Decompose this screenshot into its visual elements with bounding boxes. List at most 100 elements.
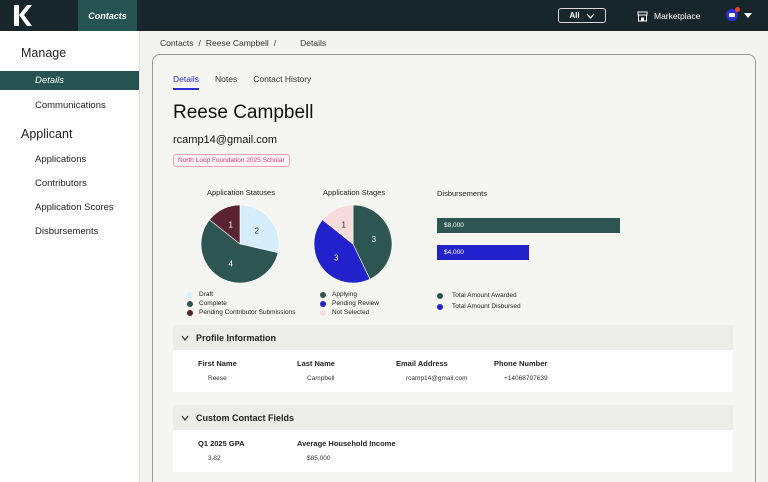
pie-slice-label: 3 bbox=[372, 235, 377, 244]
chevron-down-icon bbox=[181, 335, 189, 341]
field-value-email: rcamp14@gmail.com bbox=[406, 375, 468, 382]
profile-section-header[interactable]: Profile Information bbox=[173, 325, 733, 350]
legend-item: Total Amount Disbursed bbox=[437, 301, 521, 312]
custom-fields-section-title: Custom Contact Fields bbox=[196, 412, 295, 423]
pie-slice-label: 2 bbox=[255, 227, 260, 236]
field-label-phone: Phone Number bbox=[494, 359, 548, 368]
legend-label-pending-review: Pending Review bbox=[332, 300, 379, 307]
custom-fields-section-body: Q1 2025 GPA 3.82 Average Household Incom… bbox=[173, 430, 733, 472]
field-label-email: Email Address bbox=[396, 359, 448, 368]
contact-card: Details Notes Contact History Reese Camp… bbox=[152, 54, 756, 482]
legend-item: Complete bbox=[187, 299, 295, 308]
scholar-badge: North Loop Foundation 2025 Scholar bbox=[173, 154, 290, 167]
sidebar-item-contributors[interactable]: Contributors bbox=[35, 178, 87, 189]
legend-statuses: Draft Complete Pending Contributor Submi… bbox=[187, 290, 295, 317]
legend-item: Pending Review bbox=[320, 299, 379, 308]
legend-swatch-disbursed bbox=[437, 303, 443, 310]
tab-contact-history[interactable]: Contact History bbox=[253, 74, 312, 84]
chart-title-stages: Application Stages bbox=[323, 188, 386, 197]
legend-item: Total Amount Awarded bbox=[437, 290, 521, 301]
sidebar: Manage Details Communications Applicant … bbox=[0, 31, 140, 482]
contact-email: rcamp14@gmail.com bbox=[173, 134, 278, 146]
pie-slice-draft bbox=[239, 204, 280, 254]
pie-slice-label: 1 bbox=[228, 221, 233, 230]
pie-slice-not-selected bbox=[322, 204, 354, 245]
legend-label-applying: Applying bbox=[332, 291, 357, 298]
pie-slice-label: 4 bbox=[228, 259, 233, 268]
legend-label-awarded: Total Amount Awarded bbox=[452, 292, 517, 299]
field-value-last-name: Campbell bbox=[307, 375, 335, 382]
breadcrumb: Contacts / Reese Campbell / Details bbox=[160, 38, 326, 48]
breadcrumb-separator: / bbox=[198, 38, 201, 48]
field-value-gpa: 3.82 bbox=[208, 455, 221, 462]
nav-tab-contacts[interactable]: Contacts bbox=[78, 0, 137, 31]
profile-section-title: Profile Information bbox=[196, 332, 277, 343]
tab-notes[interactable]: Notes bbox=[214, 74, 238, 84]
legend-swatch-draft bbox=[187, 291, 193, 298]
sidebar-item-application-scores[interactable]: Application Scores bbox=[35, 202, 114, 213]
caret-down-icon bbox=[744, 12, 752, 18]
legend-swatch-pending bbox=[187, 309, 193, 316]
breadcrumb-contacts[interactable]: Contacts bbox=[160, 38, 194, 48]
legend-swatch-complete bbox=[187, 300, 193, 307]
bar-label-awarded: $8,000 bbox=[444, 222, 464, 229]
main-content: Contacts / Reese Campbell / Details Deta… bbox=[140, 31, 768, 482]
field-value-first-name: Reese bbox=[208, 375, 227, 382]
field-value-household-income: $85,000 bbox=[307, 455, 331, 462]
legend-label-draft: Draft bbox=[199, 291, 214, 298]
app-logo-icon[interactable] bbox=[14, 5, 32, 26]
legend-disbursements: Total Amount Awarded Total Amount Disbur… bbox=[437, 290, 521, 312]
pie-slice-applying bbox=[352, 204, 393, 280]
legend-label-disbursed: Total Amount Disbursed bbox=[452, 303, 521, 310]
top-bar: Contacts All Marketplace bbox=[0, 0, 768, 31]
storefront-icon bbox=[637, 11, 648, 21]
user-avatar-icon bbox=[726, 7, 740, 21]
contact-name: Reese Campbell bbox=[173, 102, 314, 123]
legend-swatch-applying bbox=[320, 291, 326, 298]
profile-section: Profile Information First Name Reese Las… bbox=[173, 325, 733, 392]
pie-slice-label: 3 bbox=[334, 253, 339, 262]
custom-fields-section: Custom Contact Fields Q1 2025 GPA 3.82 A… bbox=[173, 405, 733, 472]
pie-slice-pending-review bbox=[313, 219, 371, 284]
legend-label-complete: Complete bbox=[199, 300, 227, 307]
pie-chart-stages: 3 3 1 bbox=[313, 204, 393, 284]
legend-swatch-awarded bbox=[437, 292, 443, 299]
legend-item: Pending Contributor Submissions bbox=[187, 308, 295, 317]
scope-select-label: All bbox=[569, 11, 580, 20]
chart-title-statuses: Application Statuses bbox=[207, 188, 275, 197]
field-label-household-income: Average Household Income bbox=[297, 439, 396, 448]
sidebar-heading-applicant: Applicant bbox=[21, 127, 73, 141]
legend-stages: Applying Pending Review Not Selected bbox=[320, 290, 379, 317]
legend-label-pending: Pending Contributor Submissions bbox=[199, 309, 296, 316]
field-label-gpa: Q1 2025 GPA bbox=[198, 439, 245, 448]
sidebar-item-details[interactable]: Details bbox=[0, 71, 139, 90]
tab-details[interactable]: Details bbox=[173, 74, 199, 90]
legend-swatch-not-selected bbox=[320, 309, 326, 316]
sidebar-item-communications[interactable]: Communications bbox=[35, 100, 106, 111]
breadcrumb-details: Details bbox=[300, 38, 327, 48]
legend-label-not-selected: Not Selected bbox=[332, 309, 370, 316]
legend-item: Draft bbox=[187, 290, 295, 299]
pie-slice-complete bbox=[200, 219, 279, 284]
sidebar-heading-manage: Manage bbox=[21, 46, 67, 60]
breadcrumb-contact-name[interactable]: Reese Campbell bbox=[205, 38, 269, 48]
pie-chart-statuses: 2 4 1 bbox=[200, 204, 280, 284]
marketplace-label: Marketplace bbox=[654, 11, 701, 21]
field-value-phone: +14068797639 bbox=[504, 375, 548, 382]
bar-label-disbursed: $4,000 bbox=[444, 249, 464, 256]
bar-total-disbursed: $4,000 bbox=[437, 245, 529, 260]
sidebar-item-applications[interactable]: Applications bbox=[35, 154, 87, 165]
breadcrumb-separator: / bbox=[273, 38, 277, 48]
legend-item: Not Selected bbox=[320, 308, 379, 317]
sidebar-item-disbursements[interactable]: Disbursements bbox=[35, 226, 99, 237]
detail-tabs: Details Notes Contact History bbox=[173, 74, 311, 90]
field-label-first-name: First Name bbox=[198, 359, 237, 368]
custom-fields-section-header[interactable]: Custom Contact Fields bbox=[173, 405, 733, 430]
user-menu[interactable] bbox=[726, 7, 752, 21]
chart-title-disbursements: Disbursements bbox=[437, 189, 488, 198]
scope-select[interactable]: All bbox=[558, 8, 606, 23]
field-label-last-name: Last Name bbox=[297, 359, 335, 368]
legend-swatch-pending-review bbox=[320, 300, 326, 307]
pie-slice-pending-contributor-submissions bbox=[209, 204, 241, 245]
marketplace-link[interactable]: Marketplace bbox=[637, 9, 700, 23]
